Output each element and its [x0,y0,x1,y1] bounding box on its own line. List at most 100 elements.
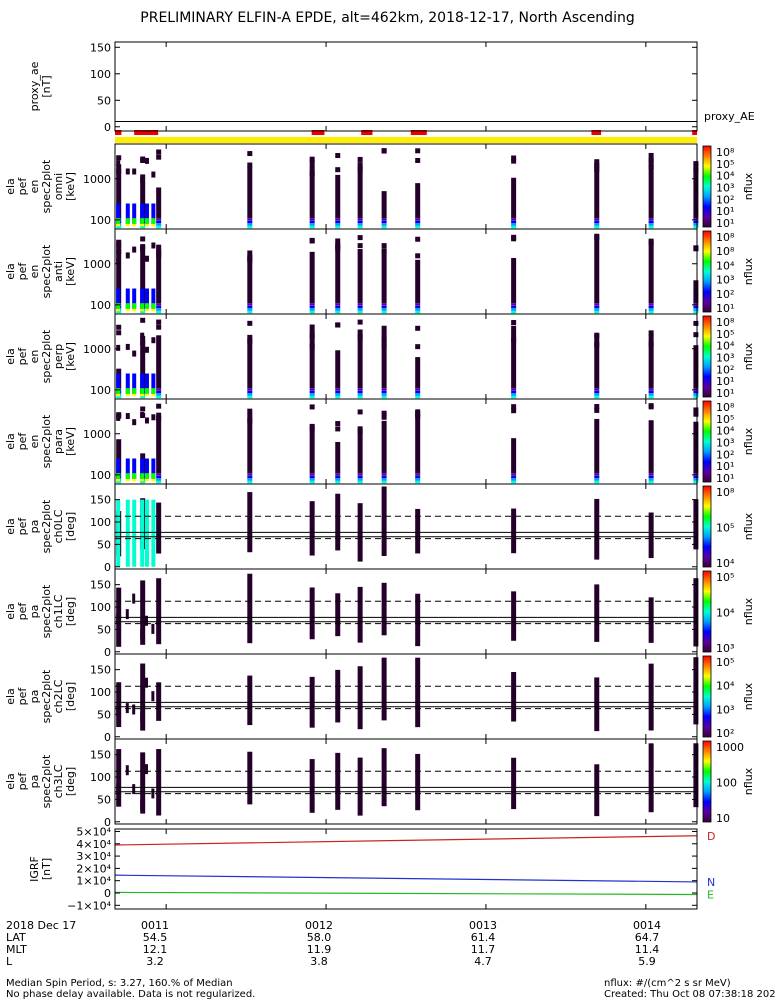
heatmap-cell [151,203,156,224]
heatmap-cell [335,593,341,637]
heatmap-cell [309,343,315,349]
heatmap-cell [594,390,600,394]
y-axis-label: pef [16,772,29,791]
heatmap-cell [125,252,130,259]
heatmap-cell [594,159,600,219]
heatmap-cell [116,249,122,255]
colorbar-label: nflux [742,682,755,710]
y-axis-label: [keV] [64,427,77,456]
heatmap-cell [335,390,341,394]
y-axis-label: spec2plot [40,754,53,808]
heatmap-cell [335,308,341,311]
heatmap-cell [415,183,421,219]
y-axis-label: ela [4,773,17,790]
heatmap-cell [693,162,699,219]
igrf-line-E [114,891,698,896]
heatmap-cell [648,420,654,474]
heatmap-cell [125,218,130,224]
heatmap-cell [511,395,517,399]
y-axis-label: spec2plot [40,669,53,723]
heatmap-cell [156,220,162,224]
heatmap-cell [116,706,120,717]
heatmap-cell [140,245,145,252]
heatmap-cell [309,303,315,306]
heatmap-cell [693,223,699,226]
heatmap-cell [648,157,654,163]
igrf-label-E: E [707,888,714,901]
panel-ch2LC: 10⁵ 10⁴ 10³ 10² nflux 150 100 50 0 ela pef pa spec2p… [4,653,755,744]
y-tick-label: 100 [90,469,111,482]
heatmap-cell [648,404,654,410]
y-axis-label: pa [28,775,41,789]
colorbar-tick-label: 10⁵ [716,656,734,669]
heatmap-cell [648,242,654,304]
y-axis-label: [keV] [64,172,77,201]
heatmap-cell [156,475,162,479]
heatmap-cell [309,395,315,399]
heatmap-cell [125,499,130,567]
heatmap-cell [116,395,122,399]
heatmap-cell [116,783,120,794]
colorbar-tick-label: 10⁸ [716,486,735,499]
colorbar-omni [702,145,712,228]
heatmap-cell [144,288,149,309]
heatmap-cell [693,220,699,224]
y-axis-label: spec2plot [40,244,53,298]
heatmap-cell [144,499,149,567]
heatmap-cell [140,406,146,412]
heatmap-cell [309,251,315,304]
y-tick-label: 100 [90,516,111,529]
heatmap-cell [247,475,253,479]
heatmap-cell [381,225,387,229]
heatmap-cell [648,393,654,396]
heatmap-cell [648,478,654,481]
heatmap-cell [357,480,363,484]
footer-spin-period: Median Spin Period, s: 3.27, 160.% of Me… [6,978,233,989]
panel-frame [114,398,698,485]
heatmap-cell [156,253,162,259]
heatmap-cell [594,332,600,338]
heatmap-cell [151,478,156,482]
ephem-time-0012: 0012 [305,919,333,932]
heatmap-cell [594,418,600,474]
heatmap-cell [693,475,699,479]
heatmap-cell [693,332,699,338]
y-tick-label: 150 [90,664,111,677]
heatmap-cell [381,191,387,219]
heatmap-cell [415,480,421,484]
panel-frame [114,228,698,315]
heatmap-cell [132,373,137,394]
colorbar-ch3LC [702,740,712,823]
y-axis-label: [nT] [40,75,53,97]
heatmap-cell [511,388,517,391]
heatmap-cell [335,441,341,474]
ephem-mlt-0014: 11.4 [634,943,660,956]
heatmap-cell [415,325,421,331]
heatmap-cell [151,691,155,702]
heatmap-cell [415,657,421,728]
heatmap-cell [116,388,121,394]
heatmap-cell [116,239,122,304]
heatmap-cell [116,155,122,161]
heatmap-cell [156,218,162,221]
heatmap-cell [381,748,387,807]
heatmap-cell [357,319,363,325]
heatmap-cell [648,341,654,347]
heatmap-cell [511,325,517,389]
heatmap-cell [140,395,146,399]
heatmap-cell [335,475,341,479]
heatmap-cell [156,223,162,226]
heatmap-cell [156,388,162,391]
y-axis-label: pef [16,262,29,281]
heatmap-cell [381,582,387,636]
heatmap-cell [357,249,363,304]
heatmap-cell [116,257,121,264]
heatmap-cell [594,498,600,560]
heatmap-cell [594,218,600,221]
heatmap-cell [140,317,146,323]
heatmap-cell [247,310,253,314]
heatmap-cell [156,393,162,396]
colorbar-ch0LC [702,485,712,568]
heatmap-cell [309,220,315,224]
heatmap-cell [335,350,341,389]
